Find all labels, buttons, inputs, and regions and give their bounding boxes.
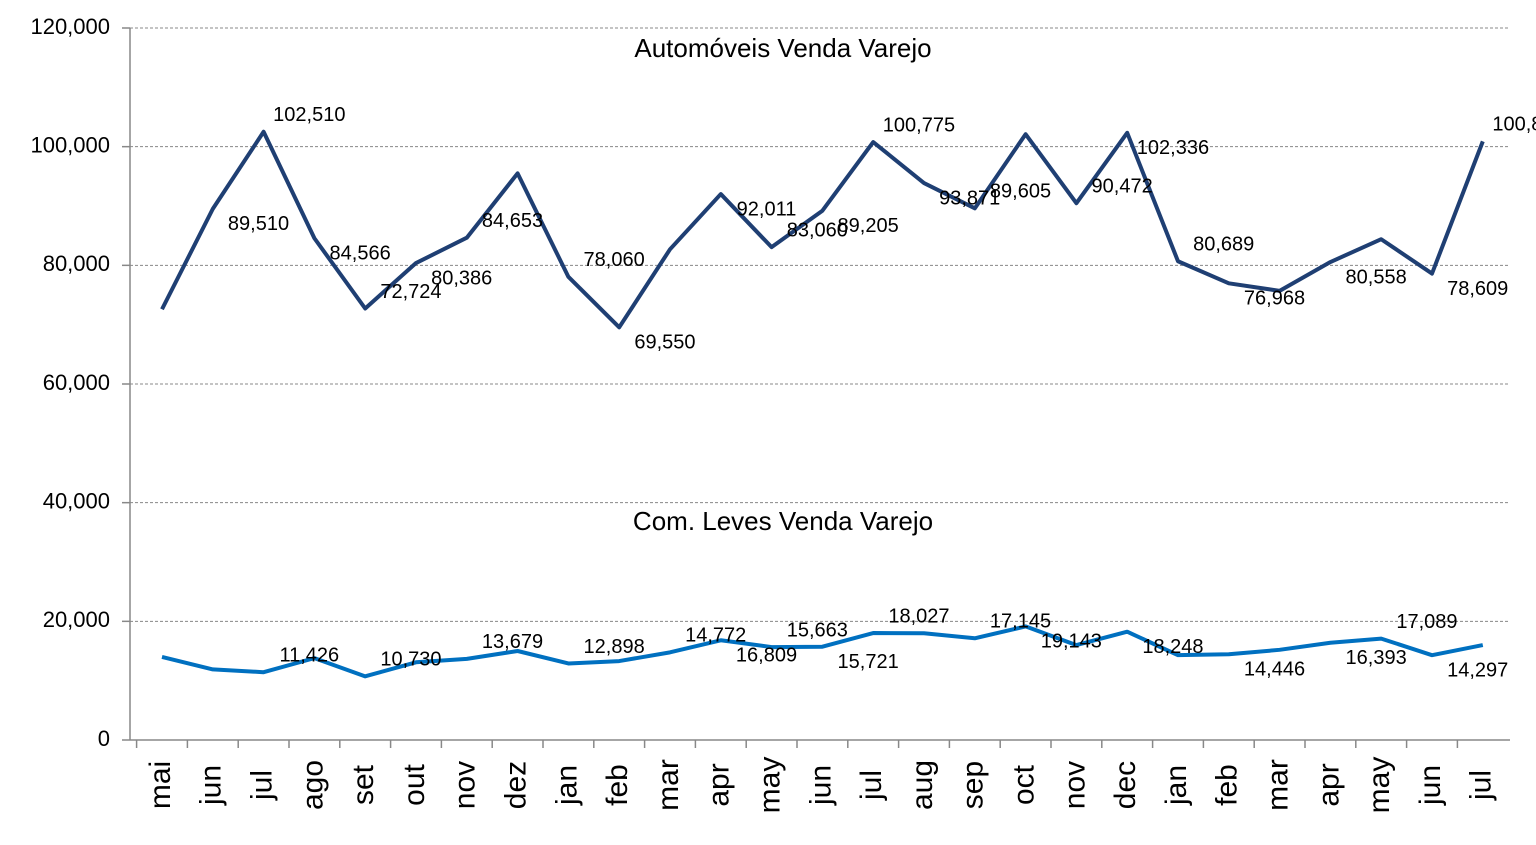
x-tick-label: dez — [500, 761, 533, 809]
data-label: 16,809 — [736, 645, 797, 667]
data-label: 78,609 — [1447, 278, 1508, 300]
data-label: 83,060 — [787, 219, 848, 241]
data-label: 16,393 — [1346, 647, 1407, 669]
x-tick-label: mai — [144, 761, 177, 809]
x-tick-label: mar — [1262, 759, 1295, 811]
data-label: 17,145 — [990, 611, 1051, 633]
y-tick-label: 100,000 — [30, 132, 110, 157]
annotation: Com. Leves Venda Varejo — [633, 506, 933, 536]
data-label: 84,653 — [482, 210, 543, 232]
data-label: 92,011 — [737, 198, 797, 220]
x-tick-label: aug — [906, 760, 939, 810]
data-label: 102,510 — [273, 104, 345, 126]
x-tick-label: jul — [246, 770, 279, 801]
x-tick-label: nov — [1058, 761, 1091, 809]
x-tick-label: may — [1363, 757, 1396, 814]
data-label: 80,689 — [1193, 234, 1254, 256]
data-label: 100,892 — [1492, 114, 1536, 136]
data-label: 11,426 — [279, 644, 339, 666]
data-label: 18,027 — [888, 605, 949, 627]
x-tick-label: nov — [449, 761, 482, 809]
data-label: 72,724 — [380, 281, 441, 303]
data-label: 12,898 — [584, 636, 645, 658]
x-tick-label: jun — [1414, 765, 1447, 806]
data-label: 102,336 — [1137, 137, 1209, 159]
x-tick-label: feb — [601, 764, 634, 806]
x-tick-label: mar — [652, 759, 685, 811]
y-tick-label: 20,000 — [43, 607, 110, 632]
data-label: 90,472 — [1092, 175, 1153, 197]
data-label: 14,297 — [1447, 659, 1508, 681]
x-tick-label: jan — [1160, 765, 1193, 806]
data-label: 17,089 — [1396, 611, 1457, 633]
x-tick-label: apr — [1312, 763, 1345, 806]
data-label: 10,730 — [380, 649, 441, 671]
data-label: 89,510 — [228, 213, 289, 235]
x-tick-label: jan — [550, 765, 583, 806]
series-line — [160, 129, 1485, 330]
y-tick-label: 40,000 — [43, 488, 110, 513]
data-label: 80,558 — [1346, 266, 1407, 288]
x-tick-label: apr — [703, 763, 736, 806]
data-label: 18,248 — [1142, 636, 1203, 658]
x-tick-label: oct — [1008, 764, 1041, 805]
y-tick-label: 60,000 — [43, 370, 110, 395]
x-tick-label: jun — [804, 765, 837, 806]
x-tick-label: jun — [195, 765, 228, 806]
data-label: 19,143 — [1041, 631, 1102, 653]
data-label: 89,205 — [838, 215, 899, 237]
x-tick-label: set — [347, 764, 380, 805]
series-line — [161, 624, 1484, 679]
x-tick-label: jul — [1465, 770, 1498, 801]
y-tick-label: 80,000 — [43, 251, 110, 276]
y-tick-label: 0 — [98, 726, 110, 751]
data-label: 80,386 — [431, 267, 492, 289]
x-tick-label: sep — [957, 761, 990, 809]
annotation: Automóveis Venda Varejo — [634, 33, 931, 63]
data-label: 84,566 — [330, 243, 391, 265]
data-label: 13,679 — [482, 631, 543, 653]
data-label: 14,772 — [685, 625, 746, 647]
data-label: 89,605 — [990, 181, 1051, 203]
x-tick-label: jul — [855, 770, 888, 801]
data-label: 15,663 — [787, 619, 848, 641]
data-label: 69,550 — [634, 332, 695, 354]
x-tick-label: ago — [296, 760, 329, 810]
data-label: 100,775 — [883, 114, 955, 136]
x-tick-label: may — [754, 757, 787, 814]
data-label: 76,968 — [1244, 288, 1305, 310]
x-tick-label: dec — [1109, 761, 1142, 809]
data-label: 14,446 — [1244, 659, 1305, 681]
x-tick-label: out — [398, 763, 431, 805]
x-tick-label: feb — [1211, 764, 1244, 806]
y-tick-label: 120,000 — [30, 14, 110, 39]
data-label: 78,060 — [584, 249, 645, 271]
data-label: 15,721 — [838, 651, 899, 673]
data-label: 93,871 — [939, 187, 1000, 209]
